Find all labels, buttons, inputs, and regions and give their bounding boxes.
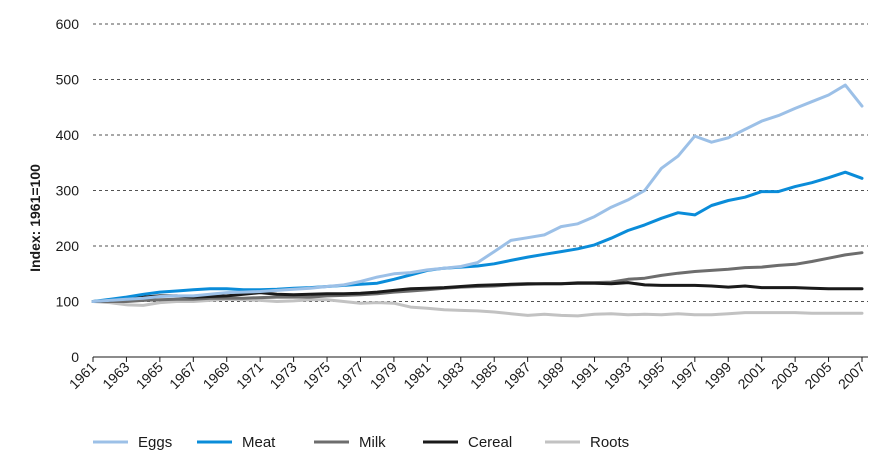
- x-tick-label: 2001: [734, 359, 767, 392]
- x-tick-label: 1981: [400, 359, 433, 392]
- legend-label-milk: Milk: [359, 434, 386, 451]
- x-tick-label: 1963: [99, 359, 132, 392]
- y-axis: 0 100 200 300 400 500 600: [56, 16, 80, 365]
- x-tick-label: 1999: [701, 359, 734, 392]
- y-axis-title: Index: 1961=100: [27, 164, 43, 272]
- legend-label-eggs: Eggs: [138, 434, 172, 451]
- x-axis: 1961 1963 1965 1967 1969 1971 1973 1975 1977 1979…: [66, 357, 868, 392]
- x-tick-label: 2003: [768, 359, 801, 392]
- x-tick-label: 1993: [601, 359, 634, 392]
- y-tick-label: 200: [56, 238, 80, 254]
- x-tick-label: 1975: [300, 359, 333, 392]
- x-tick-label: 1967: [166, 359, 199, 392]
- x-tick-label: 1983: [434, 359, 467, 392]
- x-tick-label: 1991: [567, 359, 600, 392]
- x-tick-label: 1997: [668, 359, 701, 392]
- x-tick-label: 1979: [367, 359, 400, 392]
- series-line-meat: [91, 170, 864, 303]
- gridlines: [93, 23, 868, 358]
- x-tick-label: 1965: [133, 359, 166, 392]
- legend-label-meat: Meat: [242, 434, 276, 451]
- y-tick-label: 300: [56, 183, 80, 199]
- x-tick-label: 1987: [500, 359, 533, 392]
- legend-label-cereal: Cereal: [468, 434, 512, 451]
- x-tick-label: 1985: [467, 359, 500, 392]
- x-tick-label: 1989: [534, 359, 567, 392]
- series-line-eggs: [91, 83, 864, 303]
- y-tick-label: 500: [56, 72, 80, 88]
- series-line-cereal: [91, 281, 864, 303]
- y-tick-label: 0: [71, 349, 79, 365]
- x-tick-label: 2005: [801, 359, 834, 392]
- legend: Eggs Meat Milk Cereal Roots: [93, 434, 629, 451]
- x-tick-label: 1977: [333, 359, 366, 392]
- x-tick-label: 1969: [200, 359, 233, 392]
- y-tick-label: 400: [56, 127, 80, 143]
- y-tick-label: 100: [56, 294, 80, 310]
- series-lines: [91, 83, 864, 318]
- x-tick-label: 1973: [266, 359, 299, 392]
- legend-label-roots: Roots: [590, 434, 629, 451]
- y-tick-label: 600: [56, 16, 80, 32]
- x-tick-label: 1995: [634, 359, 667, 392]
- x-tick-label: 2007: [835, 359, 868, 392]
- x-tick-label: 1971: [233, 359, 266, 392]
